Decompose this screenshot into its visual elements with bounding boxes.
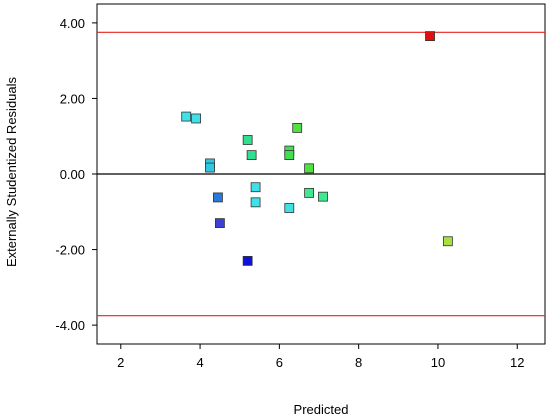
data-point xyxy=(242,255,253,266)
data-point xyxy=(191,113,202,124)
data-point xyxy=(292,123,303,133)
data-point xyxy=(181,111,192,122)
data-point xyxy=(304,187,315,198)
y-axis: 4.00 2.00 0.00 -2.00 -4.00 xyxy=(55,16,97,333)
data-point xyxy=(246,150,257,161)
data-point xyxy=(250,182,261,193)
data-points xyxy=(181,31,453,266)
y-tick-label: -2.00 xyxy=(55,243,85,258)
y-tick-label: 4.00 xyxy=(60,16,85,31)
data-point xyxy=(205,162,215,173)
reference-lines xyxy=(97,31,545,317)
data-point xyxy=(318,191,328,202)
data-point xyxy=(284,203,295,213)
data-point xyxy=(250,197,261,208)
data-point xyxy=(304,163,315,174)
x-tick-label: 6 xyxy=(276,355,283,370)
y-tick-label: 0.00 xyxy=(60,167,85,182)
x-tick-label: 2 xyxy=(117,355,124,370)
x-tick-label: 4 xyxy=(196,355,203,370)
x-tick-label: 12 xyxy=(510,355,524,370)
data-point xyxy=(425,31,435,42)
data-point xyxy=(242,135,253,145)
data-point xyxy=(442,236,453,247)
x-axis-label: Predicted xyxy=(294,402,349,417)
y-tick-label: -4.00 xyxy=(55,318,85,333)
x-axis: 2 4 6 8 10 12 xyxy=(117,344,524,370)
data-point xyxy=(284,150,295,161)
x-tick-label: 10 xyxy=(431,355,445,370)
y-axis-label: Externally Studentized Residuals xyxy=(4,76,19,267)
x-tick-label: 8 xyxy=(355,355,362,370)
data-point xyxy=(213,192,223,203)
data-point xyxy=(215,218,225,229)
y-tick-label: 2.00 xyxy=(60,91,85,106)
